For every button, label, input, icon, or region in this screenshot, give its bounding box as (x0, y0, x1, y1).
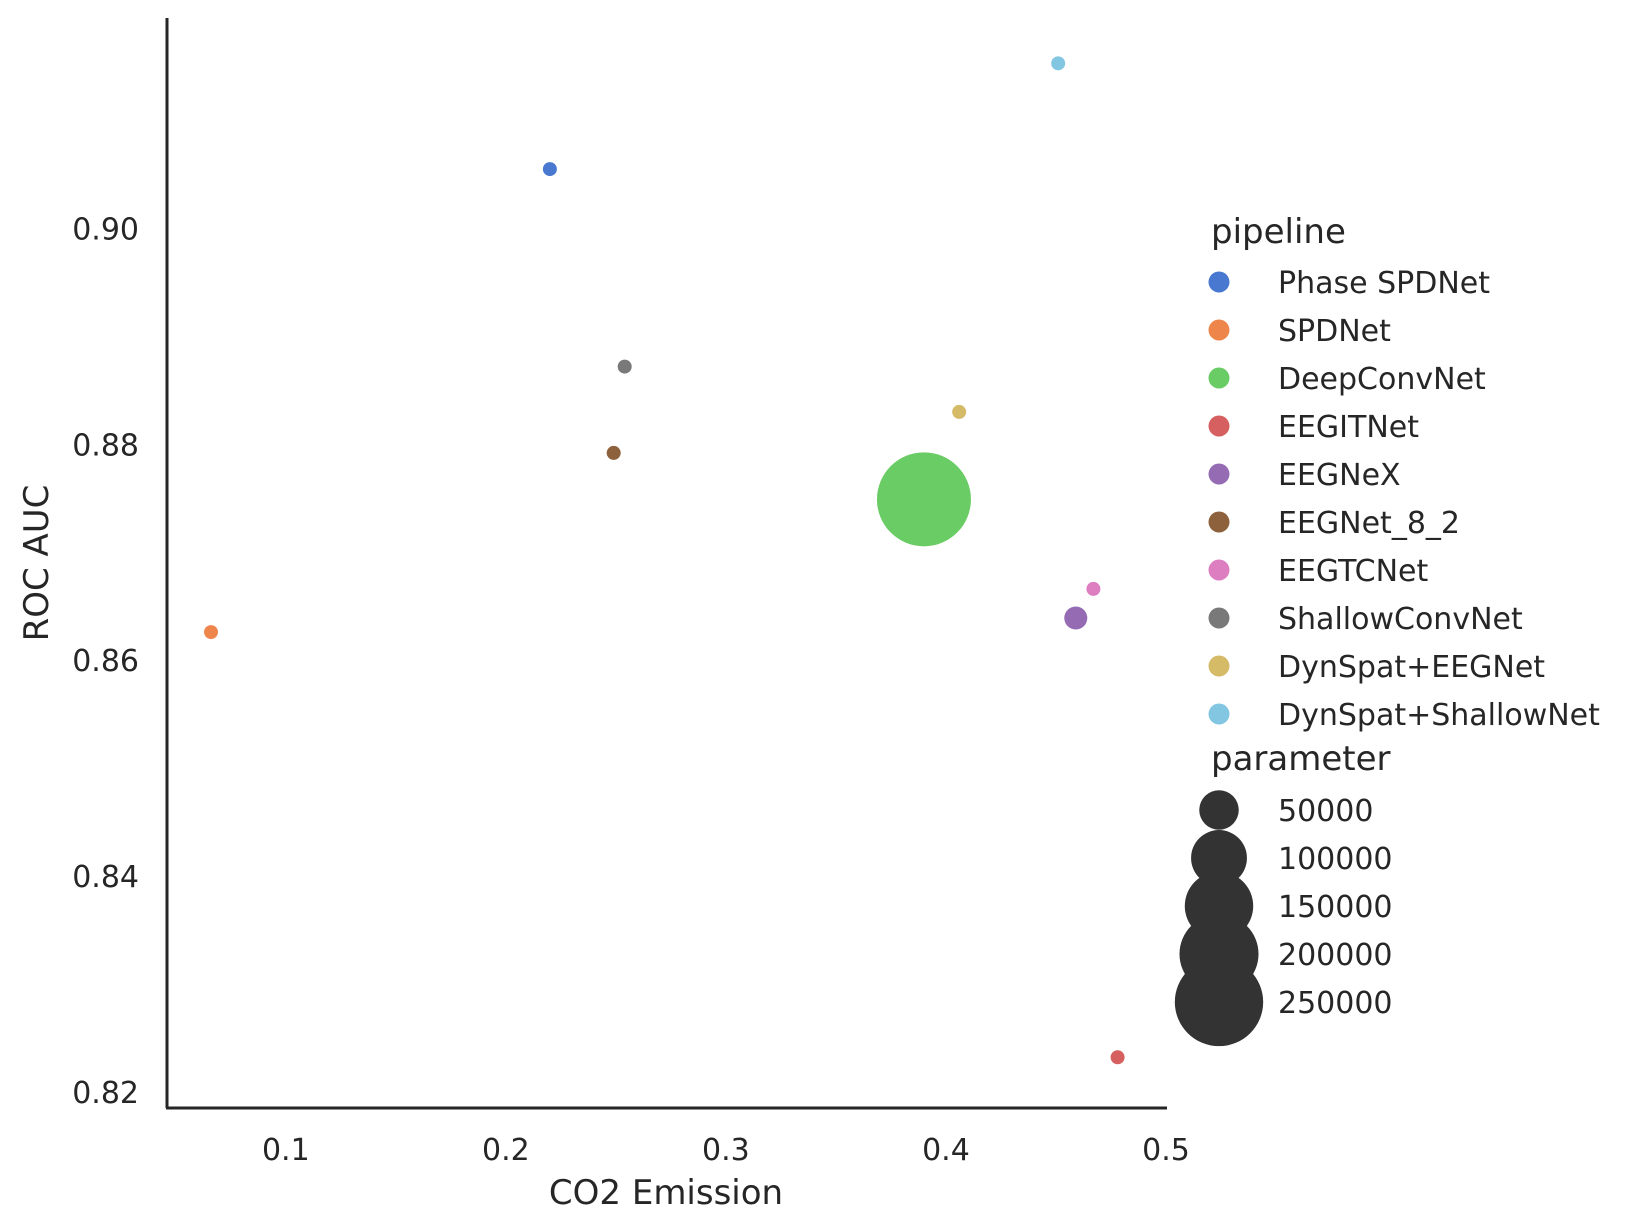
data-point (1064, 606, 1088, 630)
legend: pipeline Phase SPDNet SPDNet DeepConvNet EE… (1174, 212, 1600, 1047)
x-axis-title: CO2 Emission (549, 1173, 783, 1213)
data-point (1086, 581, 1101, 596)
data-points (204, 56, 1125, 1065)
size-legend-label: 100000 (1278, 842, 1393, 877)
legend-title-pipeline: pipeline (1211, 212, 1346, 252)
data-point (606, 445, 621, 460)
legend-marker (1208, 655, 1230, 677)
data-point (204, 625, 219, 640)
x-tick-label: 0.2 (482, 1133, 530, 1168)
parameter-legend-entries: 50000 100000 150000 200000 250000 (1174, 790, 1393, 1047)
legend-marker (1208, 559, 1230, 581)
data-point (617, 359, 632, 374)
x-tick-labels: 0.1 0.2 0.3 0.4 0.5 (262, 1133, 1190, 1168)
legend-marker (1208, 703, 1230, 725)
data-point (1110, 1050, 1125, 1065)
pipeline-legend-entries: Phase SPDNet SPDNet DeepConvNet EEGITNet EEG… (1208, 266, 1600, 733)
data-point (876, 452, 971, 547)
y-tick-label: 0.82 (72, 1076, 139, 1111)
data-point (1051, 56, 1066, 71)
legend-label: ShallowConvNet (1278, 602, 1523, 637)
legend-marker (1208, 271, 1230, 293)
legend-label: DynSpat+EEGNet (1278, 650, 1545, 685)
legend-label: EEGITNet (1278, 410, 1419, 445)
legend-label: EEGNet_8_2 (1278, 506, 1460, 541)
legend-marker (1208, 607, 1230, 629)
legend-marker (1208, 319, 1230, 341)
legend-marker (1208, 415, 1230, 437)
size-legend-marker (1174, 957, 1264, 1047)
size-legend-label: 250000 (1278, 986, 1393, 1021)
legend-marker (1208, 367, 1230, 389)
legend-label: DeepConvNet (1278, 362, 1486, 397)
y-tick-label: 0.90 (72, 212, 139, 247)
y-tick-label: 0.84 (72, 860, 139, 895)
legend-label: Phase SPDNet (1278, 266, 1490, 301)
x-tick-label: 0.1 (262, 1133, 310, 1168)
x-tick-label: 0.3 (702, 1133, 750, 1168)
legend-label: DynSpat+ShallowNet (1278, 698, 1600, 733)
legend-title-parameter: parameter (1211, 739, 1391, 779)
size-legend-marker (1199, 790, 1239, 830)
y-tick-label: 0.88 (72, 428, 139, 463)
x-tick-label: 0.4 (922, 1133, 970, 1168)
data-point (542, 162, 557, 177)
y-tick-label: 0.86 (72, 644, 139, 679)
y-tick-labels: 0.82 0.84 0.86 0.88 0.90 (72, 212, 139, 1110)
legend-marker (1208, 463, 1230, 485)
legend-label: EEGTCNet (1278, 554, 1429, 589)
size-legend-marker (1191, 830, 1247, 886)
y-axis-title: ROC AUC (17, 485, 57, 642)
size-legend-label: 200000 (1278, 938, 1393, 973)
x-tick-label: 0.5 (1142, 1133, 1190, 1168)
data-point (952, 404, 967, 419)
axes (165, 18, 1167, 1110)
legend-marker (1208, 511, 1230, 533)
size-legend-label: 50000 (1278, 794, 1373, 829)
legend-label: EEGNeX (1278, 458, 1401, 493)
size-legend-label: 150000 (1278, 890, 1393, 925)
legend-label: SPDNet (1278, 314, 1391, 349)
